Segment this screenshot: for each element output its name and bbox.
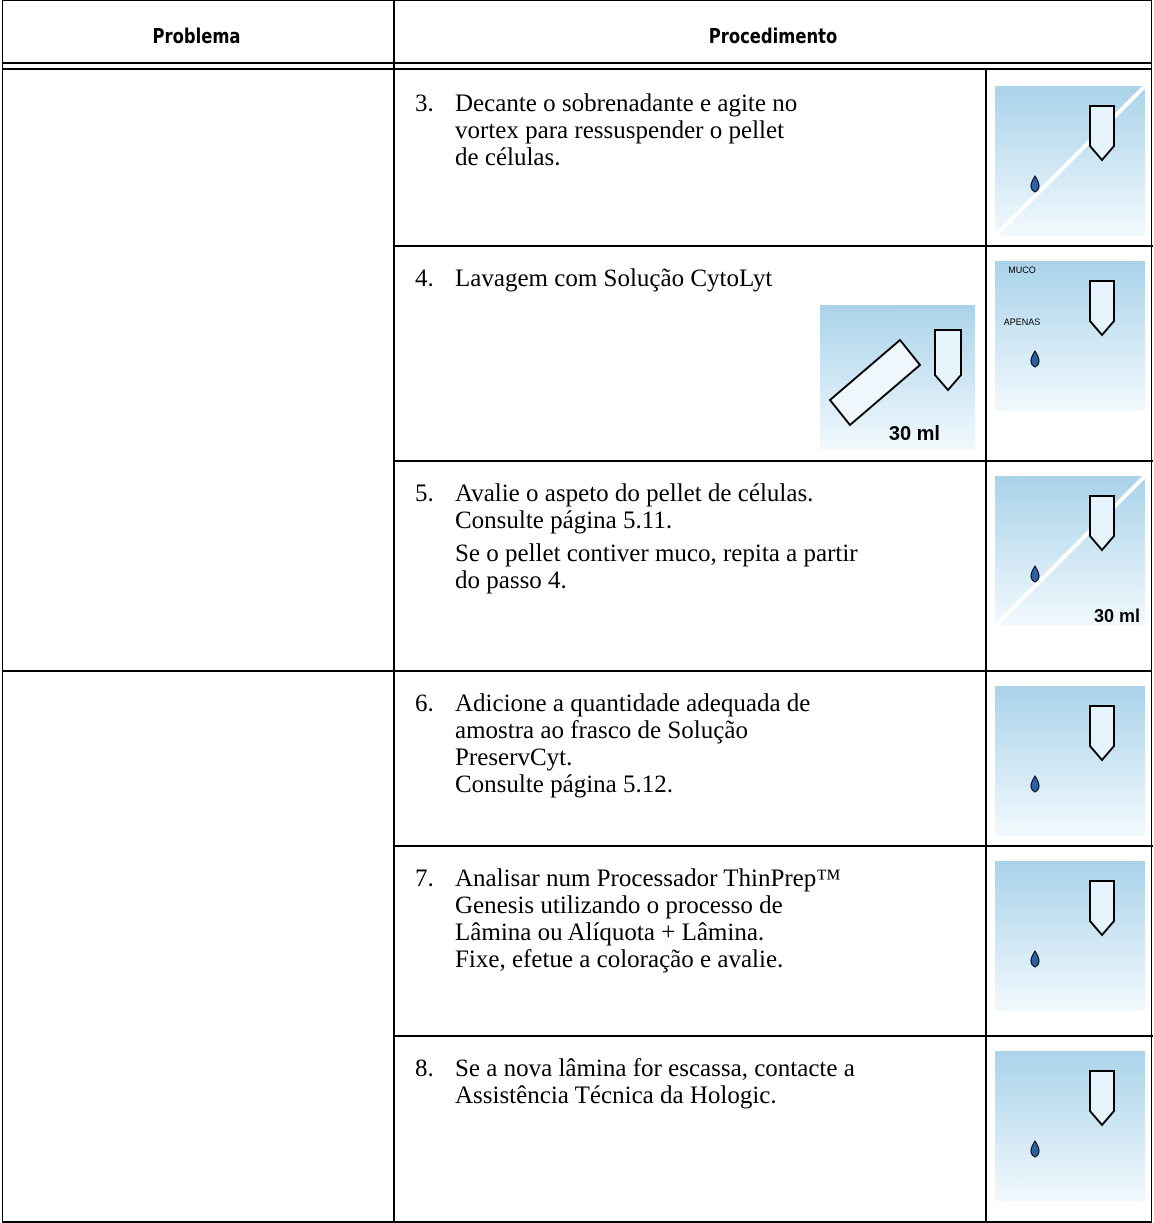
icon-label: 30 ml — [1094, 606, 1140, 626]
step-text: amostra ao frasco de Solução — [455, 717, 748, 744]
icon-drop — [1030, 950, 1040, 968]
step-text: Fixe, efetue a coloração e avalie. — [455, 946, 784, 973]
icon-divider — [985, 1035, 987, 1223]
row-rule — [2, 670, 1152, 672]
icon-slash — [993, 474, 1147, 628]
icon-tube — [934, 329, 962, 392]
icon-divider — [985, 460, 987, 670]
icon-drop — [1030, 175, 1040, 193]
icon-tube — [1089, 280, 1115, 337]
step-text: Adicione a quantidade adequada de — [455, 690, 811, 717]
icon-drop — [1030, 565, 1040, 583]
step-text: Assistência Técnica da Hologic. — [455, 1082, 777, 1109]
step-text: Se o pellet contiver muco, repita a part… — [455, 540, 858, 567]
icon-drop — [1030, 1140, 1040, 1158]
icon-bg — [995, 261, 1145, 411]
icon-slash — [993, 84, 1147, 238]
header-procedure: Procedimento — [708, 24, 838, 48]
header-problem: Problema — [152, 24, 241, 48]
step-text: Genesis utilizando o processo de — [455, 892, 783, 919]
icon-drop — [1030, 350, 1040, 368]
row-rule — [393, 1035, 1153, 1037]
step-number: 6. — [415, 690, 434, 717]
icon-divider — [985, 245, 987, 460]
icon-tube — [1089, 880, 1115, 937]
icon-tube — [1089, 1070, 1115, 1127]
step-number: 3. — [415, 90, 434, 117]
icon-bottle — [828, 338, 922, 427]
step-text: vortex para ressuspender o pellet — [455, 117, 785, 144]
col-divider — [393, 0, 395, 1223]
step-text: do passo 4. — [455, 567, 567, 594]
icon-drop — [1030, 775, 1040, 793]
row-rule — [393, 245, 1153, 247]
step-text: PreservCyt. — [455, 744, 573, 771]
icon-tube — [1089, 705, 1115, 762]
step-text: Consulte página 5.11. — [455, 507, 673, 534]
row-rule — [393, 460, 1153, 462]
icon-divider — [985, 670, 987, 845]
step-number: 7. — [415, 865, 434, 892]
icon-label: 30 ml — [889, 423, 940, 445]
step-text: Lavagem com Solução CytoLyt — [455, 265, 773, 292]
step-text: Analisar num Processador ThinPrep™ — [455, 865, 841, 892]
step-text: Avalie o aspeto do pellet de células. — [455, 480, 814, 507]
step-number: 4. — [415, 265, 434, 292]
icon-bg — [995, 1051, 1145, 1201]
icon-divider — [985, 845, 987, 1035]
icon-label: MUCO — [1008, 265, 1036, 275]
step-text: Se a nova lâmina for escassa, contacte a — [455, 1055, 855, 1082]
table-bottom — [2, 1221, 1152, 1223]
step-text: Lâmina ou Alíquota + Lâmina. — [455, 919, 765, 946]
icon-bg — [995, 861, 1145, 1011]
icon-divider — [985, 70, 987, 245]
step-number: 8. — [415, 1055, 434, 1082]
icon-tube — [1089, 105, 1115, 162]
icon-label: APENAS — [1004, 317, 1041, 327]
step-text: de células. — [455, 144, 561, 171]
step-text: Consulte página 5.12. — [455, 771, 674, 798]
step-number: 5. — [415, 480, 434, 507]
step-text: Decante o sobrenadante e agite no — [455, 90, 798, 117]
header-rule — [2, 68, 1152, 70]
icon-bg — [995, 686, 1145, 836]
header-rule — [2, 62, 1152, 64]
icon-tube — [1089, 495, 1115, 552]
row-rule — [393, 845, 1153, 847]
